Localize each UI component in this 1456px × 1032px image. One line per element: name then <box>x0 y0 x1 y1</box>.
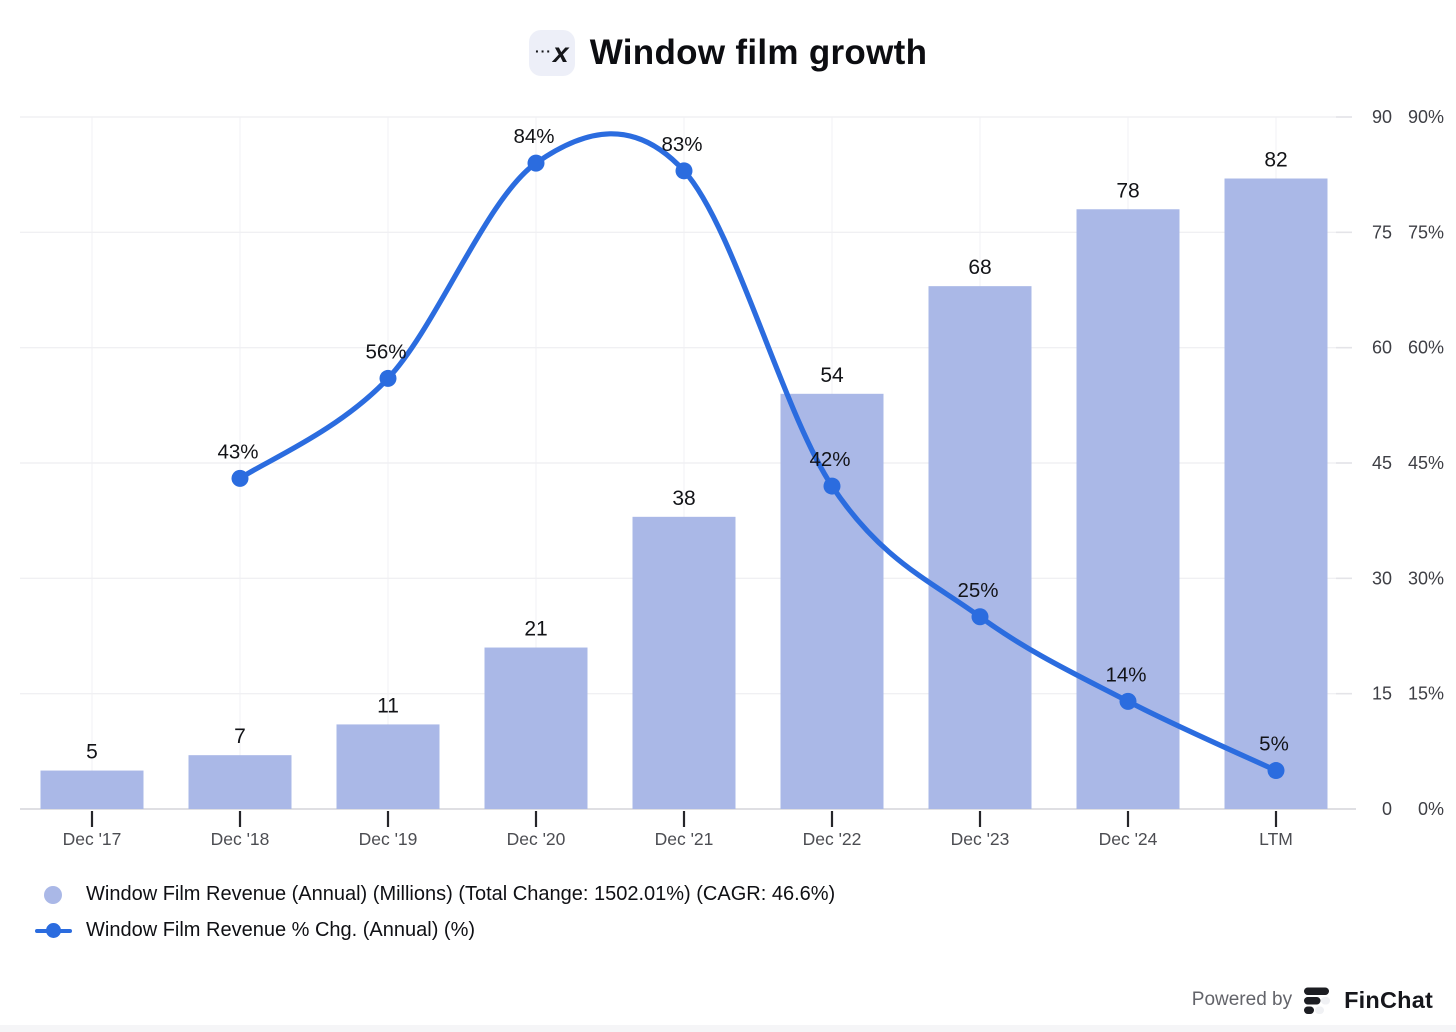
revenue-bar[interactable] <box>188 755 292 809</box>
x-axis-label: Dec '18 <box>211 829 270 849</box>
pct-change-line <box>237 131 1279 774</box>
line-series-marker-icon <box>34 923 72 939</box>
finchat-logo-icon <box>1304 987 1331 1014</box>
revenue-bar[interactable] <box>40 770 144 809</box>
line-value-label: 5% <box>1259 733 1289 756</box>
pct-change-point[interactable] <box>971 608 989 626</box>
x-axis-label: Dec '23 <box>951 829 1010 849</box>
ticker-icon-dots: ··· <box>534 43 552 59</box>
line-value-label: 56% <box>365 340 406 363</box>
y-axis-percent-label: 75% <box>1408 222 1444 242</box>
y-axis-percent-label: 15% <box>1408 684 1444 704</box>
x-axis-label: Dec '17 <box>63 829 122 849</box>
pct-change-point[interactable] <box>823 477 841 495</box>
line-value-label: 42% <box>809 448 850 471</box>
legend-marker-wrap <box>33 923 73 939</box>
pct-change-point[interactable] <box>1267 762 1285 780</box>
y-axis-revenue-label: 30 <box>1372 568 1392 588</box>
attribution-footer: Powered by FinChat <box>1192 985 1433 1015</box>
bar-value-label: 68 <box>968 256 991 279</box>
chart-legend: Window Film Revenue (Annual) (Millions) … <box>33 883 835 955</box>
x-axis-label: Dec '19 <box>359 829 418 849</box>
bar-value-label: 54 <box>820 364 844 387</box>
legend-label-revenue: Window Film Revenue (Annual) (Millions) … <box>86 883 836 905</box>
x-axis-label: Dec '24 <box>1099 829 1158 849</box>
revenue-bar[interactable] <box>336 724 440 809</box>
revenue-bar[interactable] <box>928 286 1032 810</box>
revenue-bar[interactable] <box>484 647 588 809</box>
bar-value-label: 38 <box>672 487 695 510</box>
y-axis-percent-label: 90% <box>1408 107 1444 127</box>
y-axis-revenue-label: 15 <box>1372 684 1392 704</box>
chart-header: ··· x Window film growth <box>0 30 1456 76</box>
x-axis-label: LTM <box>1259 829 1293 849</box>
revenue-bar[interactable] <box>1224 178 1328 809</box>
y-axis-revenue-label: 60 <box>1372 338 1392 358</box>
line-value-label: 84% <box>513 125 554 148</box>
y-axis-revenue-label: 75 <box>1372 222 1392 242</box>
x-axis-label: Dec '22 <box>803 829 862 849</box>
bar-value-label: 82 <box>1264 149 1287 172</box>
legend-item-pct-change[interactable]: Window Film Revenue % Chg. (Annual) (%) <box>33 919 835 942</box>
y-axis-percent-label: 60% <box>1408 338 1444 358</box>
y-axis-percent-label: 0% <box>1418 799 1444 819</box>
legend-label-pct-change: Window Film Revenue % Chg. (Annual) (%) <box>86 919 476 941</box>
ticker-icon[interactable]: ··· x <box>528 30 575 76</box>
y-axis-revenue-label: 45 <box>1372 453 1392 473</box>
line-value-label: 14% <box>1105 663 1146 686</box>
ticker-icon-letter: x <box>552 37 569 68</box>
pct-change-point[interactable] <box>379 369 397 387</box>
pct-change-point[interactable] <box>231 469 249 487</box>
revenue-bar[interactable] <box>632 516 736 809</box>
bar-value-label: 11 <box>377 694 399 717</box>
revenue-bar[interactable] <box>780 393 884 809</box>
chart-title: Window film growth <box>589 33 928 72</box>
line-value-label: 43% <box>217 440 258 463</box>
x-axis-label: Dec '20 <box>507 829 566 849</box>
finchat-brand-name[interactable]: FinChat <box>1344 986 1433 1013</box>
bar-value-label: 78 <box>1116 179 1139 202</box>
bar-value-label: 21 <box>524 618 547 641</box>
line-value-label: 25% <box>957 579 998 602</box>
powered-by-text: Powered by <box>1191 989 1293 1010</box>
y-axis-percent-label: 30% <box>1408 568 1444 588</box>
pct-change-point[interactable] <box>675 162 693 180</box>
bar-value-label: 5 <box>86 741 98 764</box>
pct-change-point[interactable] <box>1119 692 1137 710</box>
legend-marker-wrap <box>33 885 73 904</box>
pct-change-point[interactable] <box>527 154 545 172</box>
x-axis-label: Dec '21 <box>655 829 714 849</box>
bar-series-marker-icon <box>44 885 62 904</box>
y-axis-revenue-label: 90 <box>1372 107 1392 127</box>
next-card-edge <box>0 1025 1456 1032</box>
bar-value-label: 7 <box>234 725 246 748</box>
legend-item-revenue[interactable]: Window Film Revenue (Annual) (Millions) … <box>33 883 835 906</box>
y-axis-revenue-label: 0 <box>1382 799 1392 819</box>
y-axis-percent-label: 45% <box>1408 453 1444 473</box>
line-value-label: 83% <box>661 133 702 156</box>
